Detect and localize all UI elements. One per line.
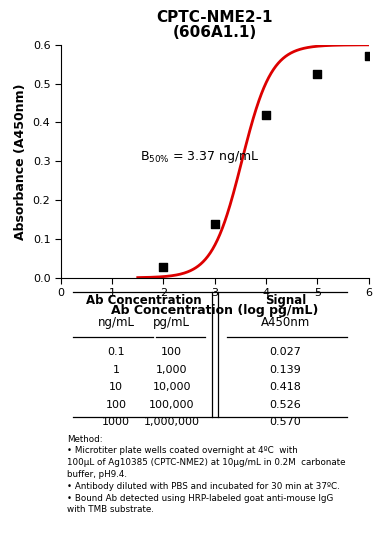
Text: ng/mL: ng/mL — [98, 316, 135, 329]
Text: 100,000: 100,000 — [149, 400, 194, 410]
Text: 10: 10 — [109, 382, 123, 393]
Text: Signal: Signal — [265, 295, 306, 307]
Text: CPTC-NME2-1: CPTC-NME2-1 — [157, 10, 273, 25]
Text: 0.139: 0.139 — [270, 365, 301, 375]
Text: 1,000: 1,000 — [156, 365, 187, 375]
Text: Method:
• Microtiter plate wells coated overnight at 4ºC  with
100μL of Ag10385 : Method: • Microtiter plate wells coated … — [67, 435, 345, 515]
Text: 100: 100 — [161, 347, 182, 357]
Text: 0.027: 0.027 — [269, 347, 301, 357]
Text: (606A1.1): (606A1.1) — [173, 25, 257, 40]
Text: 0.526: 0.526 — [270, 400, 301, 410]
Text: A450nm: A450nm — [261, 316, 310, 329]
Text: 100: 100 — [106, 400, 127, 410]
Y-axis label: Absorbance (A450nm): Absorbance (A450nm) — [14, 83, 27, 240]
Text: 10,000: 10,000 — [152, 382, 191, 393]
Text: 0.1: 0.1 — [108, 347, 125, 357]
Point — [314, 69, 320, 78]
Text: B$_{50\%}$ = 3.37 ng/mL: B$_{50\%}$ = 3.37 ng/mL — [140, 150, 260, 165]
Point — [263, 111, 269, 120]
Text: Ab Concentration: Ab Concentration — [86, 295, 202, 307]
Text: 0.418: 0.418 — [269, 382, 301, 393]
Text: 1000: 1000 — [102, 417, 130, 427]
Point — [212, 220, 218, 228]
Text: 1: 1 — [113, 365, 120, 375]
Text: 1,000,000: 1,000,000 — [144, 417, 200, 427]
Text: pg/mL: pg/mL — [153, 316, 190, 329]
X-axis label: Ab Concentration (log pg/mL): Ab Concentration (log pg/mL) — [111, 304, 318, 317]
Point — [366, 52, 372, 61]
Text: 0.570: 0.570 — [270, 417, 301, 427]
Point — [160, 263, 166, 272]
